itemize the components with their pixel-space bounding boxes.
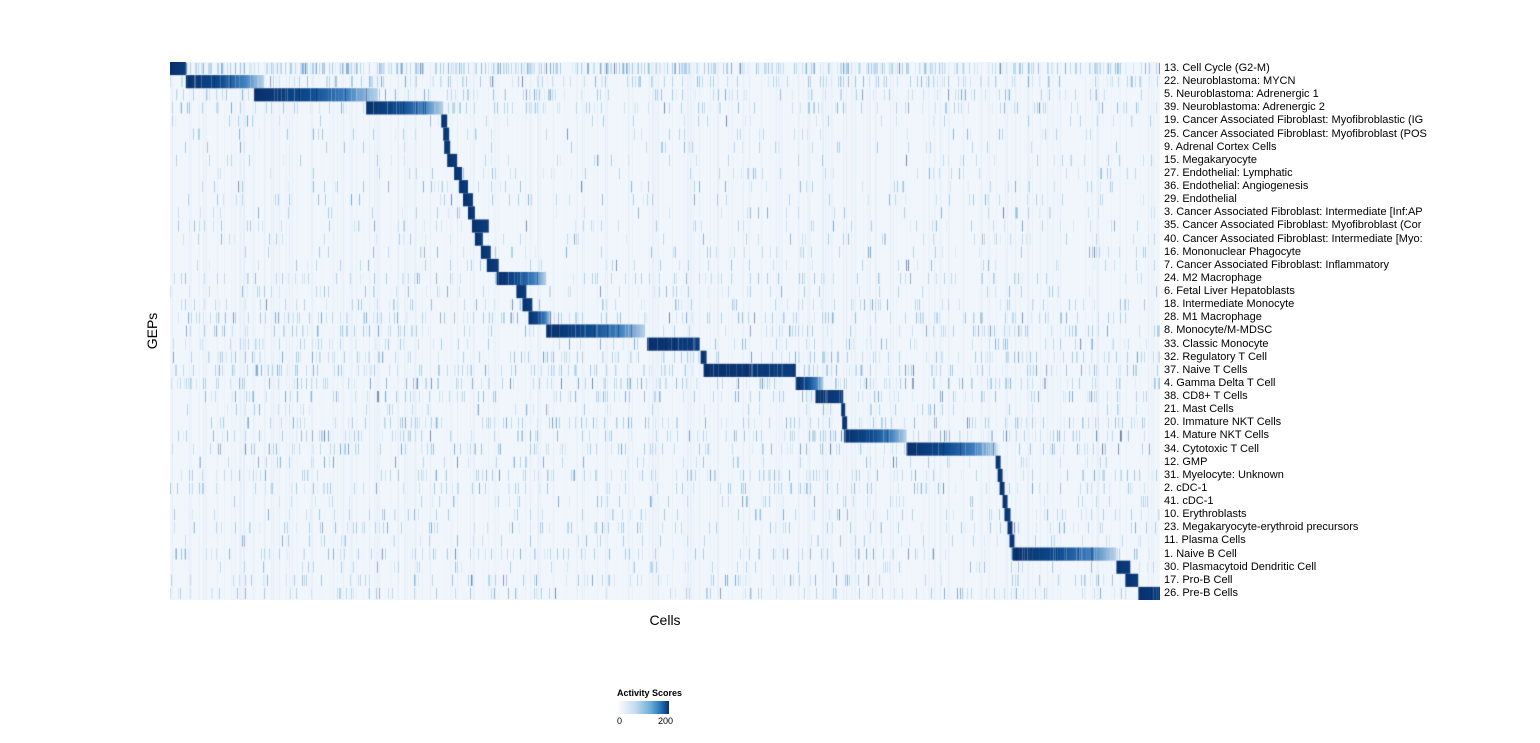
row-label: 9. Adrenal Cortex Cells (1164, 140, 1277, 153)
row-label: 10. Erythroblasts (1164, 508, 1247, 521)
row-label: 27. Endothelial: Lymphatic (1164, 166, 1293, 179)
row-label: 41. cDC-1 (1164, 495, 1214, 508)
row-label: 17. Pro-B Cell (1164, 573, 1233, 586)
row-label: 2. cDC-1 (1164, 481, 1208, 494)
legend-max-label: 200 (657, 716, 673, 726)
row-label: 34. Cytotoxic T Cell (1164, 442, 1259, 455)
row-label: 4. Gamma Delta T Cell (1164, 376, 1276, 389)
row-label: 3. Cancer Associated Fibroblast: Interme… (1164, 206, 1423, 219)
y-axis-label: GEPs (144, 312, 160, 350)
row-label: 7. Cancer Associated Fibroblast: Inflamm… (1164, 258, 1389, 271)
legend-title: Activity Scores (617, 688, 683, 698)
row-label: 32. Regulatory T Cell (1164, 350, 1267, 363)
activity-scores-legend: Activity Scores 0 200 (617, 688, 727, 726)
row-label: 40. Cancer Associated Fibroblast: Interm… (1164, 232, 1423, 245)
row-label: 20. Immature NKT Cells (1164, 416, 1282, 429)
row-label: 6. Fetal Liver Hepatoblasts (1164, 285, 1295, 298)
x-axis-label: Cells (649, 612, 681, 628)
row-label: 29. Endothelial (1164, 193, 1237, 206)
legend-min-label: 0 (617, 716, 623, 726)
row-label: 26. Pre-B Cells (1164, 586, 1238, 599)
row-label: 38. CD8+ T Cells (1164, 390, 1248, 403)
legend-gradient-bar (617, 701, 669, 714)
legend-ticks: 0 200 (617, 716, 673, 726)
row-label: 28. M1 Macrophage (1164, 311, 1262, 324)
row-label: 31. Myelocyte: Unknown (1164, 468, 1284, 481)
row-label: 16. Mononuclear Phagocyte (1164, 245, 1301, 258)
row-label: 21. Mast Cells (1164, 403, 1234, 416)
row-labels: 13. Cell Cycle (G2-M) 22. Neuroblastoma: … (1164, 62, 1540, 600)
row-label: 24. M2 Macrophage (1164, 271, 1262, 284)
row-label: 25. Cancer Associated Fibroblast: Myofib… (1164, 127, 1427, 140)
heatmap-canvas (170, 62, 1160, 600)
row-label: 18. Intermediate Monocyte (1164, 298, 1295, 311)
row-label: 23. Megakaryocyte-erythroid precursors (1164, 521, 1359, 534)
row-label: 11. Plasma Cells (1164, 534, 1246, 547)
row-label: 30. Plasmacytoid Dendritic Cell (1164, 560, 1317, 573)
row-label: 12. GMP (1164, 455, 1208, 468)
row-label: 37. Naive T Cells (1164, 363, 1248, 376)
row-label: 13. Cell Cycle (G2-M) (1164, 62, 1270, 74)
row-label: 8. Monocyte/M-MDSC (1164, 324, 1273, 337)
row-label: 35. Cancer Associated Fibroblast: Myofib… (1164, 219, 1422, 232)
row-label: 5. Neuroblastoma: Adrenergic 1 (1164, 88, 1319, 101)
row-label: 14. Mature NKT Cells (1164, 429, 1269, 442)
row-label: 22. Neuroblastoma: MYCN (1164, 75, 1296, 88)
row-label: 19. Cancer Associated Fibroblast: Myofib… (1164, 114, 1424, 127)
row-label: 1. Naive B Cell (1164, 547, 1237, 560)
row-label: 36. Endothelial: Angiogenesis (1164, 180, 1309, 193)
row-label: 33. Classic Monocyte (1164, 337, 1269, 350)
row-label: 39. Neuroblastoma: Adrenergic 2 (1164, 101, 1325, 114)
row-label: 15. Megakaryocyte (1164, 153, 1257, 166)
